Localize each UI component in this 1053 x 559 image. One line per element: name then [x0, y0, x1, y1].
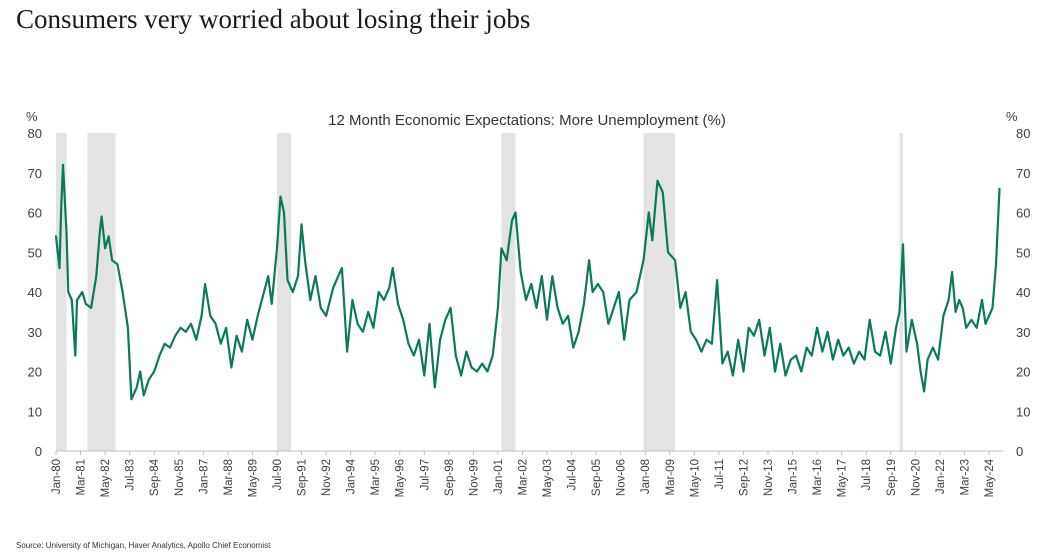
- y-tick-left-0: 0: [35, 444, 42, 459]
- y-tick-left-40: 40: [28, 285, 42, 300]
- x-tick-label-3: Jul-83: [125, 459, 137, 490]
- y-unit-right: %: [1006, 109, 1018, 124]
- x-tick-label-11: Nov-92: [321, 459, 333, 496]
- x-tick-label-25: Mar-09: [665, 459, 677, 495]
- x-tick-label-6: Jan-87: [198, 459, 210, 494]
- x-tick-label-15: Jul-97: [419, 459, 431, 490]
- y-tick-left-70: 70: [28, 166, 42, 181]
- x-tick-label-13: Mar-95: [370, 459, 382, 495]
- y-axis-left: 0 10 20 30 40 50 60 70 80: [28, 126, 42, 459]
- y-tick-left-50: 50: [28, 245, 42, 260]
- x-tick-label-27: Jul-11: [714, 459, 726, 489]
- x-tick-label-19: Mar-02: [517, 459, 529, 495]
- y-tick-right-80: 80: [1016, 126, 1030, 141]
- y-tick-right-40: 40: [1016, 285, 1030, 300]
- x-tick-label-8: May-89: [247, 459, 259, 497]
- y-tick-right-0: 0: [1016, 444, 1023, 459]
- x-tick-label-17: Nov-99: [468, 459, 480, 496]
- recession-band-2: [276, 133, 291, 451]
- source-note: Source: University of Michigan, Haver An…: [16, 541, 271, 550]
- y-tick-right-10: 10: [1016, 404, 1030, 419]
- x-tick-label-12: Jan-94: [346, 458, 358, 494]
- x-tick-label-38: May-24: [984, 458, 996, 497]
- y-tick-left-60: 60: [28, 206, 42, 221]
- y-tick-right-60: 60: [1016, 206, 1030, 221]
- y-tick-right-70: 70: [1016, 166, 1030, 181]
- x-axis: Jan-80 Mar-81 May-82 Jul-83 Sep-84 Nov-85 Jan-…: [51, 450, 1003, 497]
- y-tick-right-20: 20: [1016, 365, 1030, 380]
- x-tick-label-0: Jan-80: [51, 459, 63, 494]
- chart-title: 12 Month Economic Expectations: More Une…: [328, 112, 726, 129]
- x-tick-label-21: Jul-04: [567, 458, 579, 490]
- y-tick-left-10: 10: [28, 404, 42, 419]
- y-axis-right: 0 10 20 30 40 50 60 70 80: [1016, 126, 1030, 459]
- recession-shading: [56, 133, 904, 451]
- x-tick-label-14: May-96: [395, 459, 407, 497]
- x-tick-label-5: Nov-85: [174, 459, 186, 496]
- x-tick-label-32: May-17: [837, 459, 849, 497]
- recession-band-4: [643, 133, 676, 451]
- x-tick-label-4: Sep-84: [149, 458, 161, 496]
- x-tick-label-35: Nov-20: [910, 459, 922, 496]
- x-tick-label-26: May-10: [689, 459, 701, 497]
- y-tick-left-20: 20: [28, 365, 42, 380]
- x-tick-label-37: Mar-23: [959, 459, 971, 495]
- recession-band-1: [87, 133, 116, 451]
- recession-band-0: [56, 133, 67, 451]
- x-tick-label-29: Nov-13: [763, 459, 775, 496]
- x-tick-label-31: Mar-16: [812, 459, 824, 495]
- x-tick-label-9: Jul-90: [272, 459, 284, 490]
- recession-band-3: [501, 133, 516, 451]
- y-tick-left-80: 80: [28, 126, 42, 141]
- x-tick-label-36: Jan-22: [935, 459, 947, 494]
- x-tick-label-20: May-03: [542, 459, 554, 497]
- x-tick-label-2: May-82: [100, 459, 112, 497]
- y-tick-right-50: 50: [1016, 245, 1030, 260]
- y-tick-right-30: 30: [1016, 325, 1030, 340]
- x-tick-label-7: Mar-88: [223, 459, 235, 495]
- series-line-layer: [54, 163, 1001, 401]
- x-tick-label-33: Jul-18: [861, 459, 873, 490]
- x-tick-label-24: Jan-08: [640, 459, 652, 494]
- x-tick-label-34: Sep-19: [886, 459, 898, 496]
- y-unit-left: %: [26, 109, 38, 124]
- x-tick-label-18: Jan-01: [493, 459, 505, 494]
- series-line-0: [54, 163, 1001, 401]
- x-tick-label-28: Sep-12: [738, 459, 750, 496]
- x-tick-label-22: Sep-05: [591, 459, 603, 496]
- x-tick-label-10: Sep-91: [297, 459, 309, 496]
- x-tick-label-30: Jan-15: [788, 459, 800, 494]
- x-tick-label-16: Sep-98: [444, 459, 456, 496]
- x-tick-label-1: Mar-81: [76, 459, 88, 495]
- x-tick-label-23: Nov-06: [616, 459, 628, 496]
- page-title: Consumers very worried about losing thei…: [16, 4, 531, 34]
- y-tick-left-30: 30: [28, 325, 42, 340]
